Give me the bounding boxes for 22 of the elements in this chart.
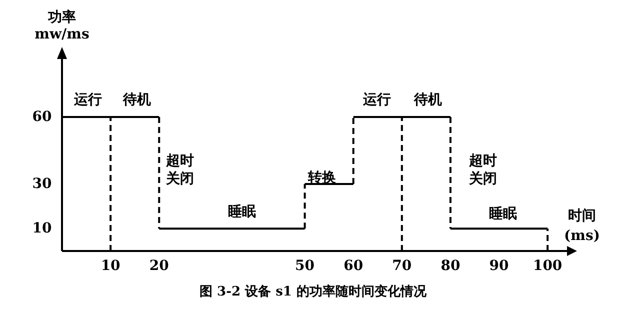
y-tick-label: 60 (32, 109, 52, 126)
annotation: 运行 (362, 92, 391, 108)
annotation: 睡眠 (489, 206, 517, 222)
x-tick-label: 20 (149, 258, 170, 274)
x-tick-label: 100 (532, 258, 562, 274)
x-tick-label: 10 (100, 258, 121, 274)
x-tick-label: 50 (295, 258, 315, 274)
annotation: 运行 (73, 92, 102, 108)
annotation: 超时关闭 (165, 153, 194, 187)
annotation: 超时关闭 (468, 153, 497, 187)
annotation: 待机 (122, 92, 151, 108)
x-tick-label: 70 (392, 258, 412, 274)
annotation: 待机 (413, 92, 442, 108)
y-axis-title: 功率 mw/ms (34, 8, 90, 42)
x-tick-label: 80 (440, 258, 460, 274)
x-axis-title: 时间 (ms) (564, 208, 600, 244)
x-tick-label: 60 (344, 258, 364, 274)
x-tick-label: 90 (489, 258, 510, 274)
annotation: 睡眠 (228, 204, 256, 220)
y-tick-label: 30 (32, 176, 52, 192)
y-tick-label: 10 (32, 220, 52, 237)
text: 图 3-2 设备 s1 的功率随时间变化情况 (200, 284, 428, 300)
